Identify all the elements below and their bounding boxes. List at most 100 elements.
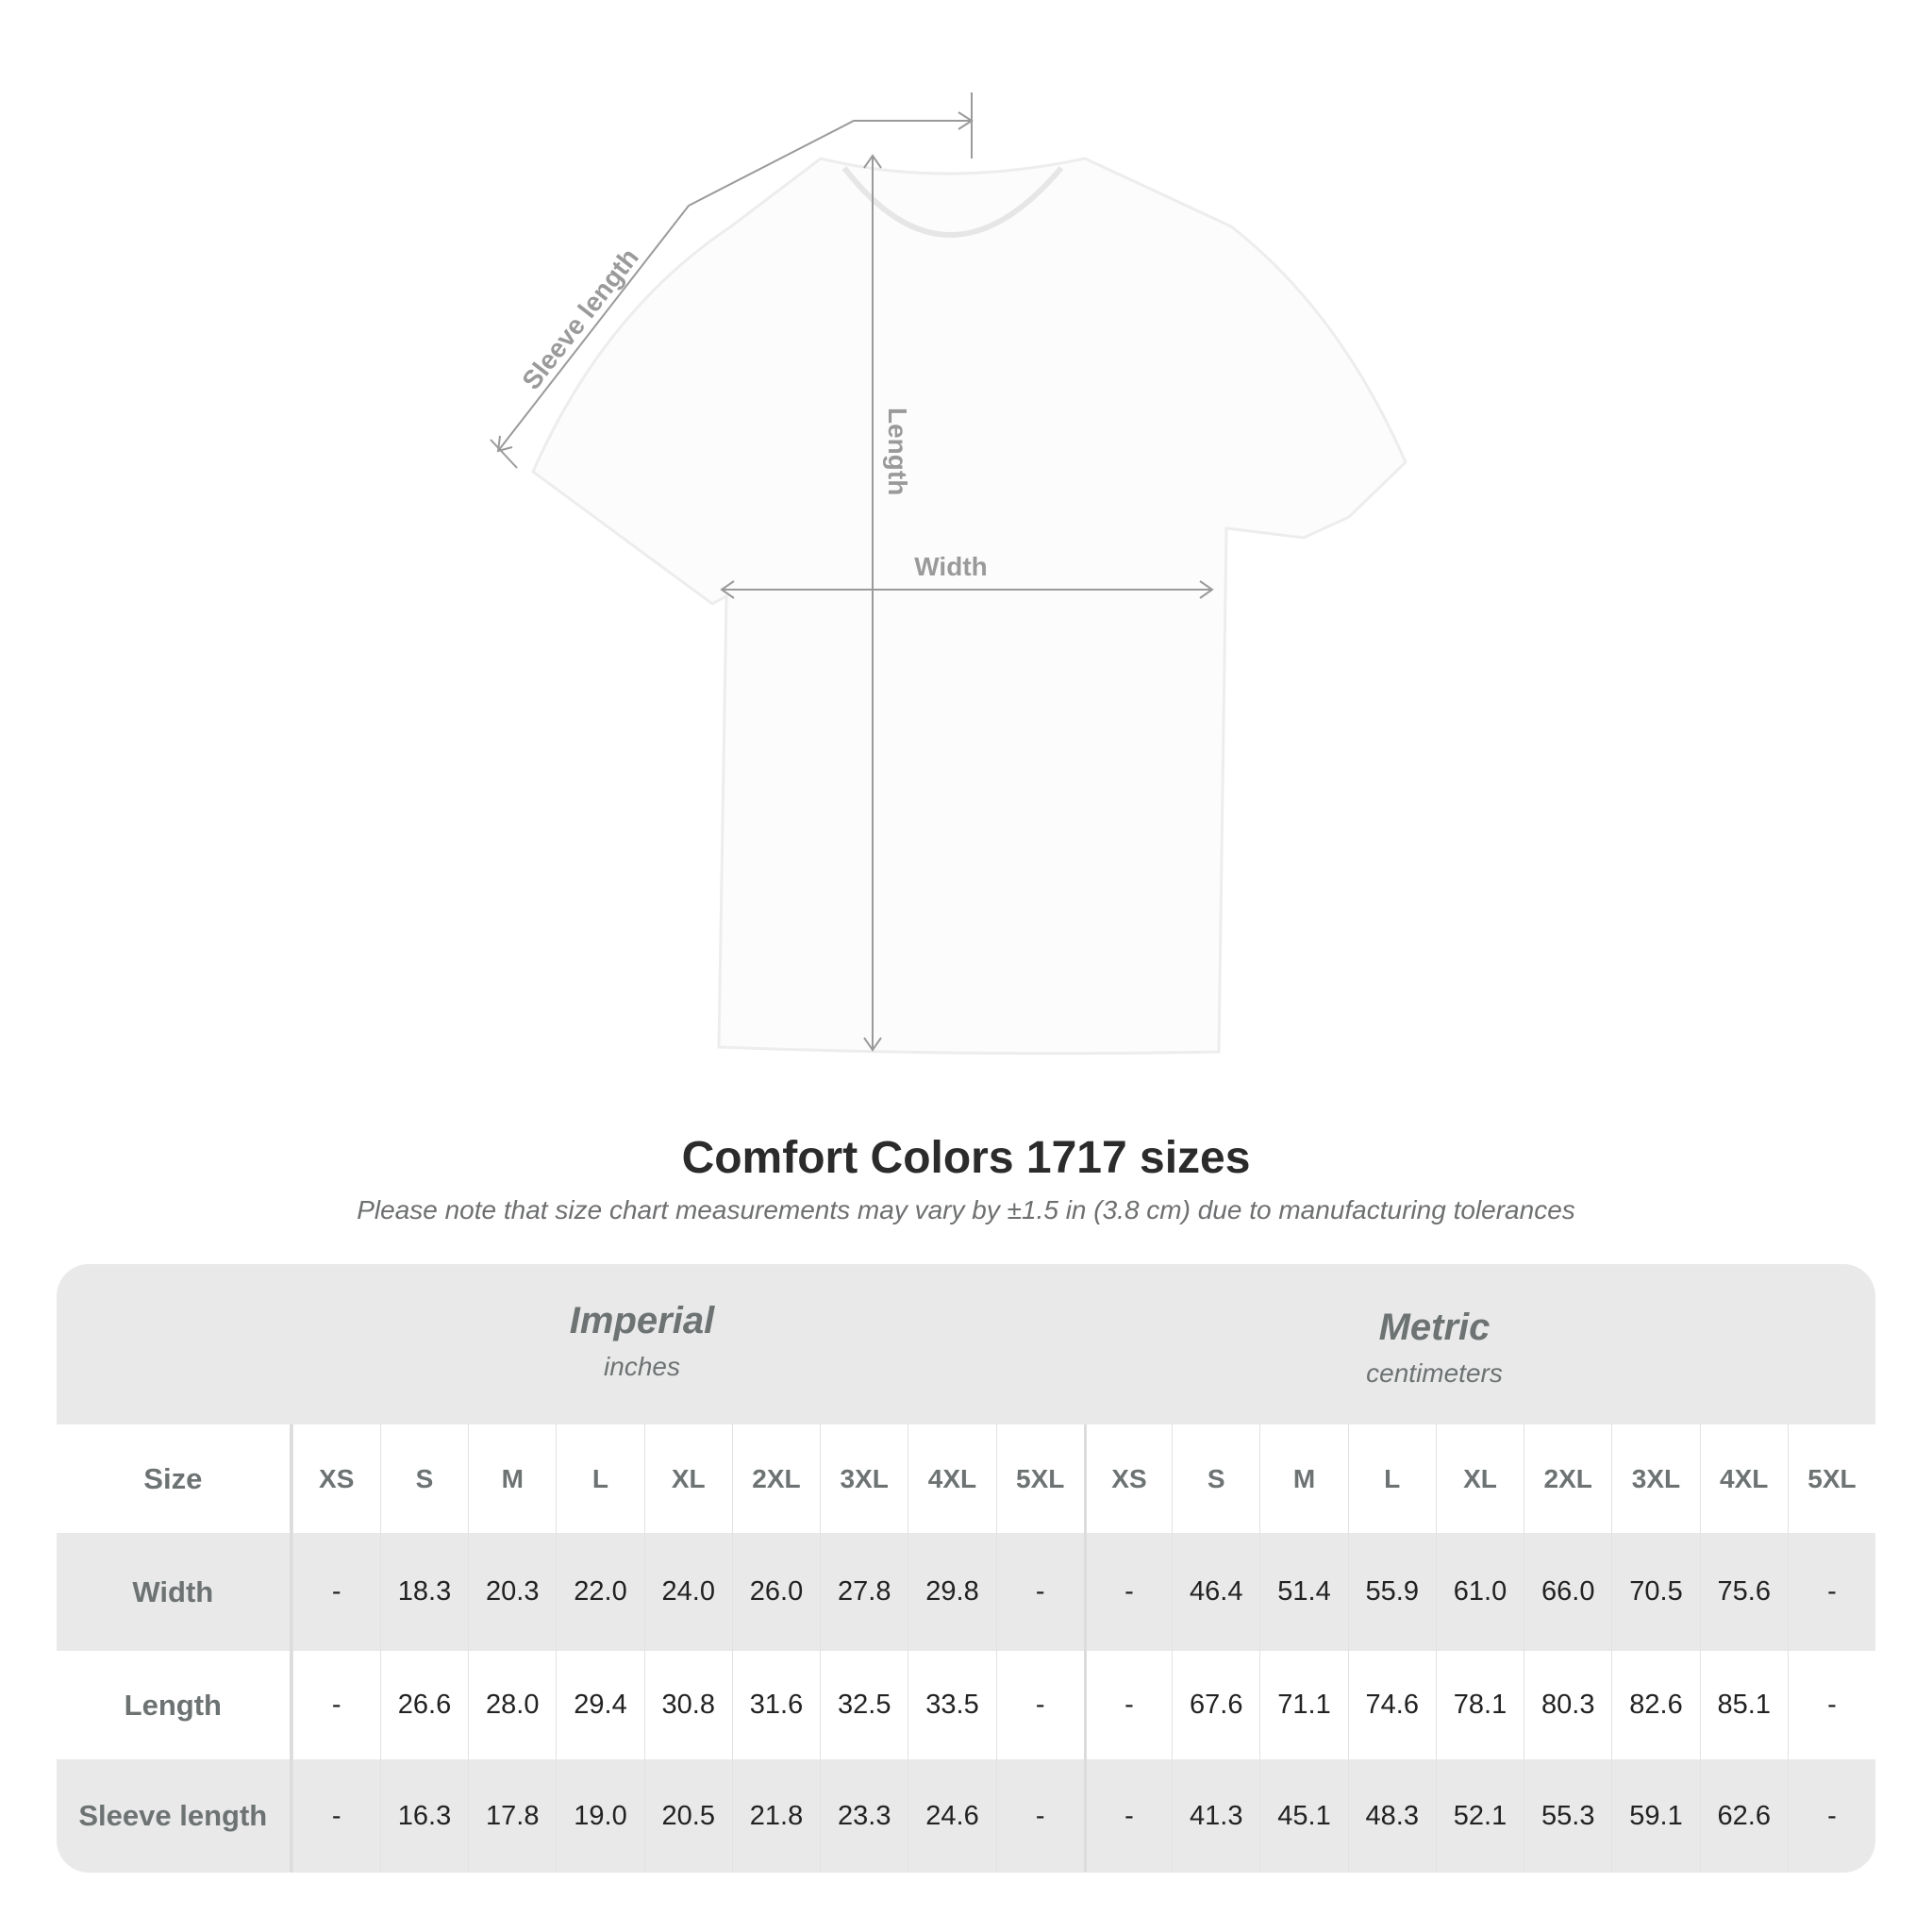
table-cell: 41.3: [1172, 1759, 1259, 1873]
metric-unit: centimeters: [1366, 1358, 1503, 1388]
size-header-row: Size XS S M L XL 2XL 3XL 4XL 5XL XS S M L XL 2XL 3XL 4XL…: [57, 1424, 1875, 1533]
arrow-head: [863, 1037, 882, 1052]
table-cell: 59.1: [1611, 1759, 1699, 1873]
size-header-imperial-xl: XL: [643, 1424, 732, 1533]
sleeve-measure-line: [497, 120, 972, 452]
size-header-metric-4xl: 4XL: [1699, 1424, 1788, 1533]
table-cell: 18.3: [379, 1533, 468, 1651]
table-cell: 61.0: [1435, 1533, 1524, 1651]
table-cell: 28.0: [468, 1651, 556, 1759]
table-cell: -: [1083, 1533, 1172, 1651]
table-cell: 24.6: [908, 1759, 995, 1873]
table-cell: 33.5: [908, 1651, 995, 1759]
page-title: Comfort Colors 1717 sizes: [681, 1133, 1251, 1183]
length-label: Length: [883, 408, 912, 495]
table-cell: 70.5: [1611, 1533, 1699, 1651]
table-cell: 85.1: [1699, 1651, 1788, 1759]
table-cell: 19.0: [556, 1759, 643, 1873]
table-cell: -: [1083, 1651, 1172, 1759]
arrow-head: [863, 154, 882, 169]
table-cell: 52.1: [1435, 1759, 1524, 1873]
size-header-imperial-2xl: 2XL: [731, 1424, 820, 1533]
table-cell: 51.4: [1259, 1533, 1347, 1651]
table-cell: 45.1: [1259, 1759, 1347, 1873]
size-header-imperial-4xl: 4XL: [908, 1424, 995, 1533]
size-header-metric-5xl: 5XL: [1787, 1424, 1875, 1533]
table-cell: 74.6: [1347, 1651, 1436, 1759]
table-row-length: Length -26.6 28.0 29.4 30.8 31.6 32.5 33.5- -67.…: [57, 1651, 1875, 1759]
table-cell: 20.5: [643, 1759, 732, 1873]
size-header-metric-3xl: 3XL: [1611, 1424, 1699, 1533]
table-cell: -: [291, 1533, 380, 1651]
table-cell: -: [1787, 1651, 1875, 1759]
table-cell: 80.3: [1524, 1651, 1611, 1759]
tshirt-diagram: Sleeve length Length Width: [490, 92, 1407, 1056]
sleeve-start-tick: [490, 439, 518, 469]
table-cell: -: [291, 1759, 380, 1873]
table-cell: 24.0: [643, 1533, 732, 1651]
table-cell: 23.3: [820, 1759, 908, 1873]
table-cell: 78.1: [1435, 1651, 1524, 1759]
table-cell: 75.6: [1699, 1533, 1788, 1651]
size-chart-table: Imperial inches Metric centimeters Size …: [57, 1264, 1875, 1873]
imperial-unit: inches: [604, 1352, 680, 1381]
table-cell: 31.6: [731, 1651, 820, 1759]
table-header-band: [57, 1264, 1875, 1424]
width-label: Width: [914, 552, 988, 581]
table-cell: 66.0: [1524, 1533, 1611, 1651]
table-cell: 30.8: [643, 1651, 732, 1759]
arrow-head: [496, 435, 513, 453]
size-header-metric-l: L: [1347, 1424, 1436, 1533]
table-cell: 26.0: [731, 1533, 820, 1651]
tolerance-note: Please note that size chart measurements…: [357, 1195, 1575, 1224]
arrow-head: [1199, 580, 1214, 599]
arrow-head: [958, 111, 974, 130]
table-row-sleeve-length: Sleeve length -16.3 17.8 19.0 20.5 21.8 23.3 24…: [57, 1759, 1875, 1873]
table-cell: 82.6: [1611, 1651, 1699, 1759]
collar: [841, 166, 1064, 238]
row-label: Length: [57, 1651, 292, 1759]
metric-header: Metric centimeters: [1082, 1307, 1787, 1389]
table-cell: 29.8: [908, 1533, 995, 1651]
tshirt-image: [531, 157, 1407, 1056]
table-cell: -: [995, 1651, 1084, 1759]
table-cell: 67.6: [1172, 1651, 1259, 1759]
table-cell: -: [291, 1651, 380, 1759]
table-cell: -: [1787, 1759, 1875, 1873]
row-label: Width: [57, 1533, 292, 1651]
table-cell: 16.3: [379, 1759, 468, 1873]
table-cell: 55.9: [1347, 1533, 1436, 1651]
table-cell: 62.6: [1699, 1759, 1788, 1873]
table-cell: -: [1787, 1533, 1875, 1651]
size-header-metric-s: S: [1172, 1424, 1259, 1533]
imperial-title: Imperial: [569, 1300, 715, 1341]
table-cell: 21.8: [731, 1759, 820, 1873]
size-header-metric-xs: XS: [1083, 1424, 1172, 1533]
table-cell: -: [995, 1533, 1084, 1651]
size-header-imperial-3xl: 3XL: [820, 1424, 908, 1533]
table-cell: 46.4: [1172, 1533, 1259, 1651]
table-cell: 55.3: [1524, 1759, 1611, 1873]
size-header-metric-2xl: 2XL: [1524, 1424, 1611, 1533]
size-header-imperial-m: M: [468, 1424, 556, 1533]
table-cell: 27.8: [820, 1533, 908, 1651]
table-cell: -: [1083, 1759, 1172, 1873]
size-header-metric-m: M: [1259, 1424, 1347, 1533]
row-label: Sleeve length: [57, 1759, 292, 1873]
metric-title: Metric: [1378, 1307, 1491, 1348]
table-cell: -: [995, 1759, 1084, 1873]
table-cell: 17.8: [468, 1759, 556, 1873]
table-cell: 29.4: [556, 1651, 643, 1759]
table-row-width: Width -18.3 20.3 22.0 24.0 26.0 27.8 29.8- -46.4…: [57, 1533, 1875, 1651]
size-header-imperial-5xl: 5XL: [995, 1424, 1084, 1533]
size-header-imperial-l: L: [556, 1424, 643, 1533]
table-cell: 71.1: [1259, 1651, 1347, 1759]
table-cell: 22.0: [556, 1533, 643, 1651]
imperial-header: Imperial inches: [290, 1300, 994, 1382]
arrow-head: [720, 580, 735, 599]
table-cell: 32.5: [820, 1651, 908, 1759]
size-header-imperial-s: S: [379, 1424, 468, 1533]
table-cell: 48.3: [1347, 1759, 1436, 1873]
size-header-metric-xl: XL: [1435, 1424, 1524, 1533]
size-header-imperial-xs: XS: [291, 1424, 380, 1533]
